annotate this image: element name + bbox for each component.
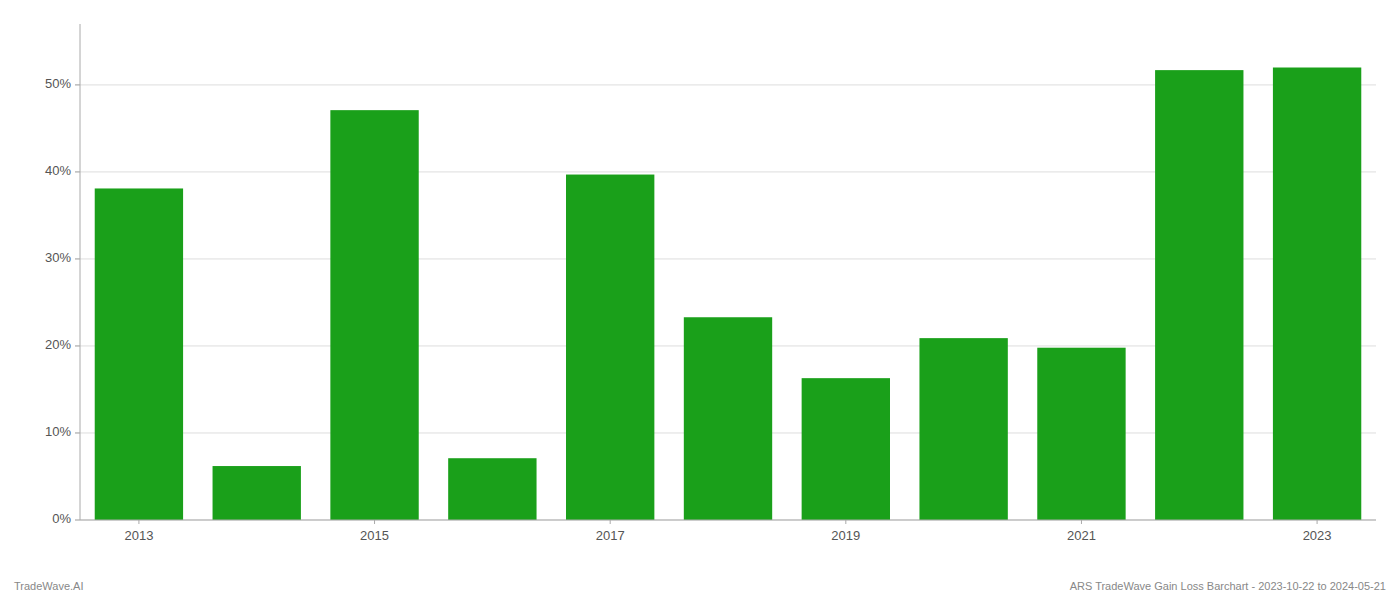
y-tick-label: 10% bbox=[45, 424, 71, 439]
x-tick-label: 2021 bbox=[1067, 528, 1096, 543]
grid-line bbox=[80, 520, 1376, 521]
x-tick bbox=[610, 520, 611, 524]
y-tick bbox=[75, 520, 80, 521]
y-tick-label: 20% bbox=[45, 337, 71, 352]
y-tick bbox=[75, 258, 80, 259]
x-tick-label: 2023 bbox=[1303, 528, 1332, 543]
x-tick-label: 2019 bbox=[831, 528, 860, 543]
y-tick bbox=[75, 171, 80, 172]
x-tick bbox=[374, 520, 375, 524]
y-tick bbox=[75, 345, 80, 346]
bar bbox=[448, 458, 536, 520]
x-tick bbox=[138, 520, 139, 524]
bar bbox=[919, 338, 1007, 520]
bar bbox=[330, 110, 418, 520]
y-tick bbox=[75, 84, 80, 85]
y-tick-label: 40% bbox=[45, 163, 71, 178]
x-tick bbox=[1317, 520, 1318, 524]
y-tick-label: 30% bbox=[45, 250, 71, 265]
bar bbox=[566, 175, 654, 520]
bar bbox=[213, 466, 301, 520]
bar bbox=[802, 378, 890, 520]
x-tick bbox=[845, 520, 846, 524]
bar bbox=[95, 188, 183, 520]
bar bbox=[1155, 70, 1243, 520]
x-tick-label: 2017 bbox=[596, 528, 625, 543]
footer-right: ARS TradeWave Gain Loss Barchart - 2023-… bbox=[1070, 580, 1386, 592]
bar bbox=[684, 317, 772, 520]
y-tick-label: 50% bbox=[45, 76, 71, 91]
bar bbox=[1037, 348, 1125, 520]
footer-left: TradeWave.AI bbox=[14, 580, 84, 592]
x-tick bbox=[1081, 520, 1082, 524]
x-tick-label: 2013 bbox=[124, 528, 153, 543]
x-axis-line bbox=[80, 520, 1376, 521]
x-tick-label: 2015 bbox=[360, 528, 389, 543]
y-axis-line bbox=[80, 24, 81, 520]
chart: 0% 10% 20% 30% 40% 50% 2013 2015 2017 2019 2021 202… bbox=[0, 0, 1400, 600]
bar bbox=[1273, 68, 1361, 520]
bars bbox=[95, 68, 1362, 520]
y-tick-label: 0% bbox=[52, 511, 71, 526]
y-tick bbox=[75, 432, 80, 433]
